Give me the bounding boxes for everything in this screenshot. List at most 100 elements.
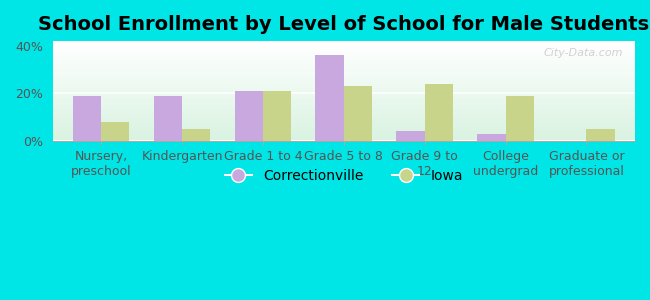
Bar [53,120,635,121]
Bar [344,86,372,141]
Bar [53,77,635,78]
Text: City-Data.com: City-Data.com [544,48,623,58]
Bar [53,126,635,127]
Bar [53,85,635,86]
Bar [315,56,344,141]
Bar [53,105,635,106]
Bar [53,73,635,74]
Bar [53,89,635,90]
Bar [53,113,635,114]
Bar [53,59,635,60]
Bar [53,122,635,123]
Bar [53,67,635,68]
Bar [53,56,635,57]
Bar [53,123,635,124]
Bar [53,54,635,55]
Bar [53,131,635,132]
Bar [53,119,635,120]
Bar [586,129,615,141]
Bar [53,82,635,83]
Bar [53,66,635,67]
Bar [53,53,635,54]
Bar [101,122,129,141]
Bar [53,98,635,99]
Bar [53,90,635,91]
Bar [53,115,635,116]
Bar [53,114,635,115]
Bar [53,61,635,62]
Bar [53,109,635,110]
Bar [53,45,635,46]
Bar [53,101,635,102]
Bar [53,138,635,139]
Bar [153,96,182,141]
Bar [53,112,635,113]
Bar [53,86,635,87]
Bar [53,97,635,98]
Bar [53,84,635,85]
Bar [53,72,635,73]
Bar [53,133,635,134]
Bar [53,60,635,61]
Bar [53,44,635,45]
Bar [53,96,635,97]
Bar [53,124,635,125]
Bar [53,50,635,51]
Bar [53,116,635,117]
Bar [53,99,635,100]
Bar [182,129,211,141]
Bar [53,48,635,49]
Bar [53,57,635,58]
Bar [53,137,635,138]
Bar [506,96,534,141]
Bar [53,49,635,50]
Bar [53,41,635,42]
Bar [53,132,635,133]
Bar [53,58,635,59]
Bar [53,65,635,66]
Bar [53,130,635,131]
Bar [53,52,635,53]
Bar [53,80,635,81]
Bar [53,102,635,103]
Title: School Enrollment by Level of School for Male Students: School Enrollment by Level of School for… [38,15,649,34]
Bar [53,111,635,112]
Bar [53,87,635,88]
Bar [53,140,635,141]
Bar [235,91,263,141]
Bar [53,88,635,89]
Bar [53,134,635,135]
Bar [53,107,635,108]
Bar [53,63,635,64]
Bar [53,79,635,80]
Bar [53,42,635,43]
Bar [53,46,635,47]
Bar [53,91,635,92]
Bar [73,96,101,141]
Bar [477,134,506,141]
Bar [53,81,635,82]
Bar [53,70,635,71]
Bar [53,69,635,70]
Bar [53,128,635,129]
Bar [53,117,635,118]
Bar [53,108,635,109]
Bar [53,100,635,101]
Bar [53,68,635,69]
Bar [53,135,635,136]
Bar [53,110,635,111]
Bar [53,125,635,126]
Bar [53,136,635,137]
Bar [53,104,635,105]
Legend: Correctionville, Iowa: Correctionville, Iowa [219,164,469,189]
Bar [53,106,635,107]
Bar [53,118,635,119]
Bar [53,83,635,84]
Bar [53,129,635,130]
Bar [53,74,635,75]
Bar [53,93,635,94]
Bar [396,131,424,141]
Bar [53,92,635,93]
Bar [53,121,635,122]
Bar [53,47,635,48]
